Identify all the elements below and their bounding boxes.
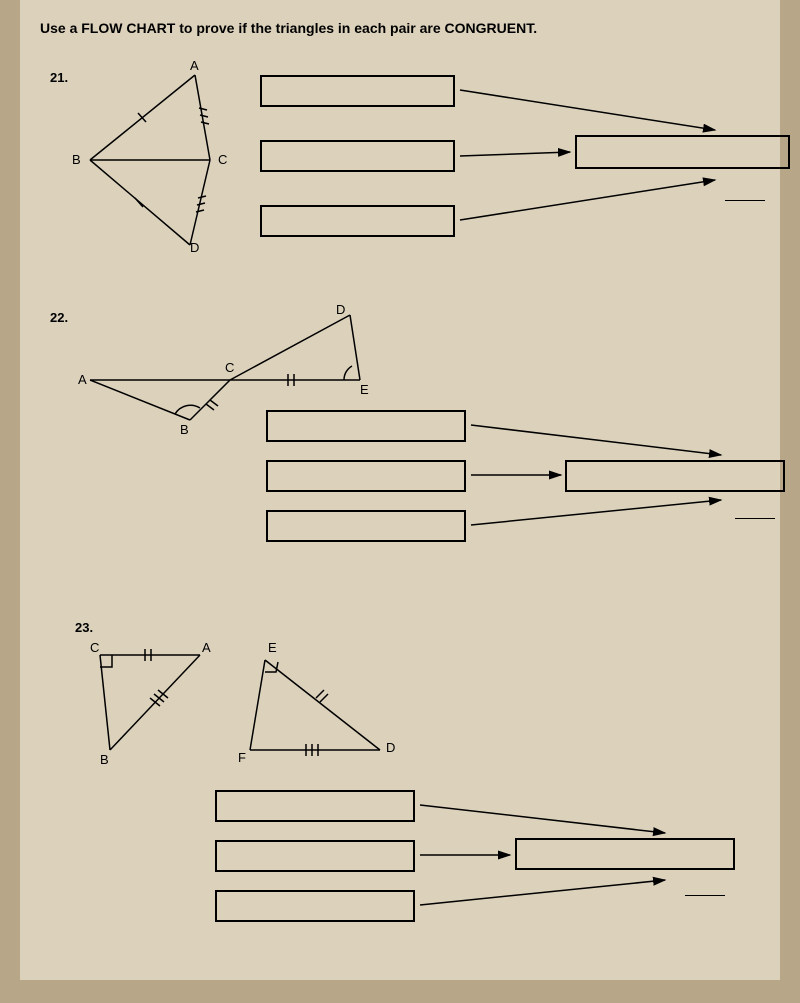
label-E-22: E [360,382,369,397]
label-A-22: A [78,372,87,387]
flow-box-23-2 [215,840,415,872]
problem-number-23: 23. [75,620,93,635]
flow-box-21-2 [260,140,455,172]
label-E-23: E [268,640,277,655]
label-F-23: F [238,750,246,765]
label-C-22: C [225,360,234,375]
label-B-22: B [180,422,189,437]
label-A-21: A [190,58,199,73]
flow-box-23-3 [215,890,415,922]
triangle-diagram-23 [80,640,400,790]
label-A-23: A [202,640,211,655]
label-B-21: B [72,152,81,167]
label-B-23: B [100,752,109,767]
flow-arrows-23 [415,785,745,935]
label-D-23: D [386,740,395,755]
label-C-23: C [90,640,99,655]
flow-box-21-3 [260,205,455,237]
problem-number-21: 21. [50,70,68,85]
flow-box-21-1 [260,75,455,107]
label-D-21: D [190,240,199,255]
problem-number-22: 22. [50,310,68,325]
flow-arrows-21 [455,70,785,250]
flow-box-22-1 [266,410,466,442]
flow-box-22-2 [266,460,466,492]
flow-box-22-3 [266,510,466,542]
label-C-21: C [218,152,227,167]
flow-arrows-22 [466,405,796,555]
instruction-text: Use a FLOW CHART to prove if the triangl… [40,20,760,36]
label-D-22: D [336,302,345,317]
worksheet-page: Use a FLOW CHART to prove if the triangl… [20,0,780,980]
flow-box-23-1 [215,790,415,822]
